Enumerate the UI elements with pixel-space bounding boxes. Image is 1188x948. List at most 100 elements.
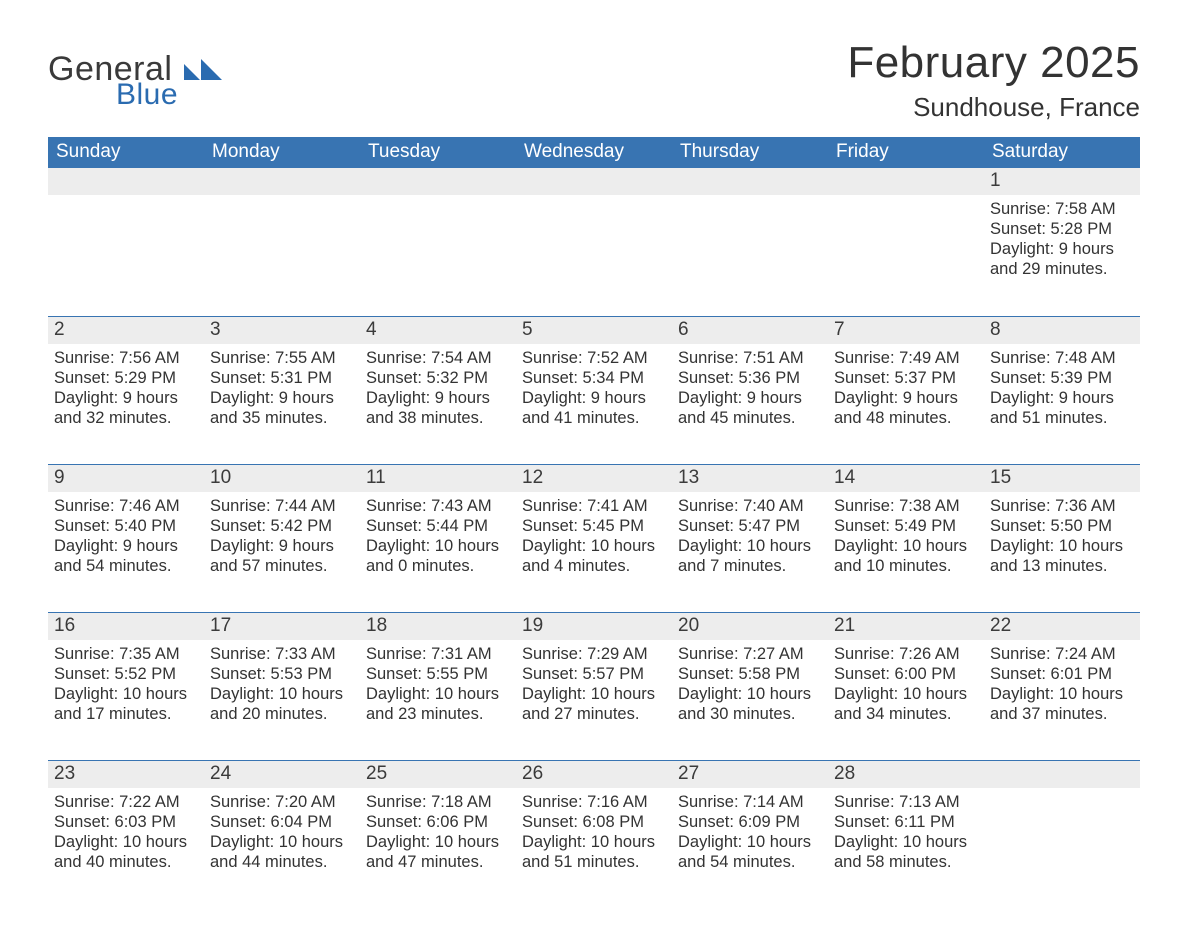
sunset-line: Sunset: 5:36 PM: [678, 368, 822, 388]
day-cell-empty: .: [360, 168, 516, 316]
weekday-header-row: Sunday Monday Tuesday Wednesday Thursday…: [48, 137, 1140, 168]
sunrise-line: Sunrise: 7:36 AM: [990, 496, 1134, 516]
sunset-line: Sunset: 5:40 PM: [54, 516, 198, 536]
daylight-line: Daylight: 10 hours and 51 minutes.: [522, 832, 666, 872]
day-number: 1: [984, 168, 1140, 195]
day-cell: 14Sunrise: 7:38 AMSunset: 5:49 PMDayligh…: [828, 465, 984, 612]
sunrise-line: Sunrise: 7:38 AM: [834, 496, 978, 516]
day-details: Sunrise: 7:20 AMSunset: 6:04 PMDaylight:…: [204, 788, 360, 881]
daylight-line: Daylight: 10 hours and 10 minutes.: [834, 536, 978, 576]
day-number: 12: [516, 465, 672, 492]
sunrise-line: Sunrise: 7:43 AM: [366, 496, 510, 516]
sunset-line: Sunset: 6:06 PM: [366, 812, 510, 832]
day-cell: 25Sunrise: 7:18 AMSunset: 6:06 PMDayligh…: [360, 761, 516, 908]
day-number: 8: [984, 317, 1140, 344]
daylight-line: Daylight: 9 hours and 57 minutes.: [210, 536, 354, 576]
day-details: [360, 195, 516, 207]
day-cell: 5Sunrise: 7:52 AMSunset: 5:34 PMDaylight…: [516, 317, 672, 464]
calendar-grid: Sunday Monday Tuesday Wednesday Thursday…: [48, 137, 1140, 908]
page-title: February 2025: [847, 38, 1140, 88]
day-number: 27: [672, 761, 828, 788]
day-cell-empty: .: [672, 168, 828, 316]
day-details: [672, 195, 828, 207]
week-row: 16Sunrise: 7:35 AMSunset: 5:52 PMDayligh…: [48, 612, 1140, 760]
daylight-line: Daylight: 9 hours and 45 minutes.: [678, 388, 822, 428]
day-details: Sunrise: 7:51 AMSunset: 5:36 PMDaylight:…: [672, 344, 828, 437]
sunrise-line: Sunrise: 7:22 AM: [54, 792, 198, 812]
day-number: .: [204, 168, 360, 195]
daylight-line: Daylight: 10 hours and 30 minutes.: [678, 684, 822, 724]
daylight-line: Daylight: 9 hours and 41 minutes.: [522, 388, 666, 428]
day-number: 13: [672, 465, 828, 492]
daylight-line: Daylight: 9 hours and 29 minutes.: [990, 239, 1134, 279]
daylight-line: Daylight: 9 hours and 38 minutes.: [366, 388, 510, 428]
day-number: 24: [204, 761, 360, 788]
day-cell: 8Sunrise: 7:48 AMSunset: 5:39 PMDaylight…: [984, 317, 1140, 464]
daylight-line: Daylight: 9 hours and 32 minutes.: [54, 388, 198, 428]
day-details: Sunrise: 7:49 AMSunset: 5:37 PMDaylight:…: [828, 344, 984, 437]
day-details: Sunrise: 7:29 AMSunset: 5:57 PMDaylight:…: [516, 640, 672, 733]
day-details: Sunrise: 7:40 AMSunset: 5:47 PMDaylight:…: [672, 492, 828, 585]
day-number: 15: [984, 465, 1140, 492]
weekday-header: Monday: [204, 137, 360, 168]
day-number: .: [360, 168, 516, 195]
day-number: 3: [204, 317, 360, 344]
day-number: 10: [204, 465, 360, 492]
daylight-line: Daylight: 10 hours and 0 minutes.: [366, 536, 510, 576]
sunrise-line: Sunrise: 7:48 AM: [990, 348, 1134, 368]
sunrise-line: Sunrise: 7:29 AM: [522, 644, 666, 664]
day-details: Sunrise: 7:52 AMSunset: 5:34 PMDaylight:…: [516, 344, 672, 437]
calendar-page: General Blue February 2025 Sundhouse, Fr…: [0, 0, 1188, 948]
day-details: Sunrise: 7:35 AMSunset: 5:52 PMDaylight:…: [48, 640, 204, 733]
sunrise-line: Sunrise: 7:54 AM: [366, 348, 510, 368]
day-number: .: [48, 168, 204, 195]
weekday-header: Friday: [828, 137, 984, 168]
day-cell: 23Sunrise: 7:22 AMSunset: 6:03 PMDayligh…: [48, 761, 204, 908]
sunset-line: Sunset: 5:47 PM: [678, 516, 822, 536]
sunset-line: Sunset: 5:44 PM: [366, 516, 510, 536]
daylight-line: Daylight: 10 hours and 58 minutes.: [834, 832, 978, 872]
weekday-header: Tuesday: [360, 137, 516, 168]
sunrise-line: Sunrise: 7:27 AM: [678, 644, 822, 664]
day-cell: 13Sunrise: 7:40 AMSunset: 5:47 PMDayligh…: [672, 465, 828, 612]
weekday-header: Saturday: [984, 137, 1140, 168]
day-details: Sunrise: 7:27 AMSunset: 5:58 PMDaylight:…: [672, 640, 828, 733]
week-row: 2Sunrise: 7:56 AMSunset: 5:29 PMDaylight…: [48, 316, 1140, 464]
day-number: 18: [360, 613, 516, 640]
day-cell: 24Sunrise: 7:20 AMSunset: 6:04 PMDayligh…: [204, 761, 360, 908]
day-number: 9: [48, 465, 204, 492]
day-number: 4: [360, 317, 516, 344]
daylight-line: Daylight: 9 hours and 48 minutes.: [834, 388, 978, 428]
sunset-line: Sunset: 5:53 PM: [210, 664, 354, 684]
sunrise-line: Sunrise: 7:13 AM: [834, 792, 978, 812]
sunset-line: Sunset: 5:34 PM: [522, 368, 666, 388]
day-cell: 20Sunrise: 7:27 AMSunset: 5:58 PMDayligh…: [672, 613, 828, 760]
day-details: Sunrise: 7:43 AMSunset: 5:44 PMDaylight:…: [360, 492, 516, 585]
sunrise-line: Sunrise: 7:46 AM: [54, 496, 198, 516]
day-details: [984, 788, 1140, 800]
day-number: 22: [984, 613, 1140, 640]
day-details: Sunrise: 7:31 AMSunset: 5:55 PMDaylight:…: [360, 640, 516, 733]
daylight-line: Daylight: 9 hours and 54 minutes.: [54, 536, 198, 576]
day-details: Sunrise: 7:56 AMSunset: 5:29 PMDaylight:…: [48, 344, 204, 437]
sunrise-line: Sunrise: 7:52 AM: [522, 348, 666, 368]
sunset-line: Sunset: 5:31 PM: [210, 368, 354, 388]
day-cell: 16Sunrise: 7:35 AMSunset: 5:52 PMDayligh…: [48, 613, 204, 760]
day-details: Sunrise: 7:44 AMSunset: 5:42 PMDaylight:…: [204, 492, 360, 585]
day-details: Sunrise: 7:24 AMSunset: 6:01 PMDaylight:…: [984, 640, 1140, 733]
day-details: Sunrise: 7:38 AMSunset: 5:49 PMDaylight:…: [828, 492, 984, 585]
day-cell: 2Sunrise: 7:56 AMSunset: 5:29 PMDaylight…: [48, 317, 204, 464]
sunset-line: Sunset: 6:09 PM: [678, 812, 822, 832]
day-cell: 19Sunrise: 7:29 AMSunset: 5:57 PMDayligh…: [516, 613, 672, 760]
day-details: Sunrise: 7:22 AMSunset: 6:03 PMDaylight:…: [48, 788, 204, 881]
sunset-line: Sunset: 6:00 PM: [834, 664, 978, 684]
day-cell: 9 Sunrise: 7:46 AMSunset: 5:40 PMDaylight…: [48, 465, 204, 612]
daylight-line: Daylight: 9 hours and 51 minutes.: [990, 388, 1134, 428]
sunset-line: Sunset: 5:50 PM: [990, 516, 1134, 536]
sunrise-line: Sunrise: 7:33 AM: [210, 644, 354, 664]
header: General Blue February 2025 Sundhouse, Fr…: [48, 28, 1140, 123]
day-details: [204, 195, 360, 207]
sunrise-line: Sunrise: 7:24 AM: [990, 644, 1134, 664]
day-cell: 17Sunrise: 7:33 AMSunset: 5:53 PMDayligh…: [204, 613, 360, 760]
day-cell: 3Sunrise: 7:55 AMSunset: 5:31 PMDaylight…: [204, 317, 360, 464]
